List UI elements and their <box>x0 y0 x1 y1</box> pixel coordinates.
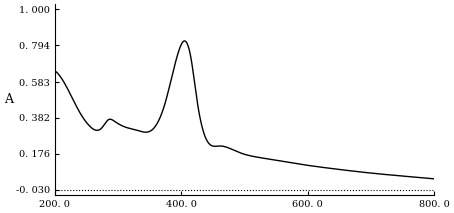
Y-axis label: A: A <box>4 93 13 106</box>
